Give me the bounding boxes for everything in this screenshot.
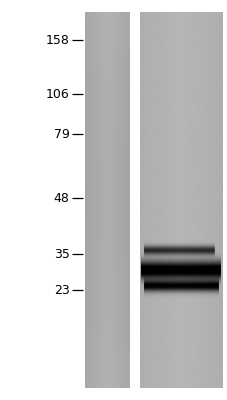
Text: 23: 23 — [54, 284, 69, 296]
Text: 48: 48 — [53, 192, 69, 204]
Text: 158: 158 — [45, 34, 69, 46]
Text: 35: 35 — [53, 248, 69, 260]
Text: 79: 79 — [53, 128, 69, 140]
Text: 106: 106 — [46, 88, 69, 100]
Bar — [129, 12, 140, 388]
